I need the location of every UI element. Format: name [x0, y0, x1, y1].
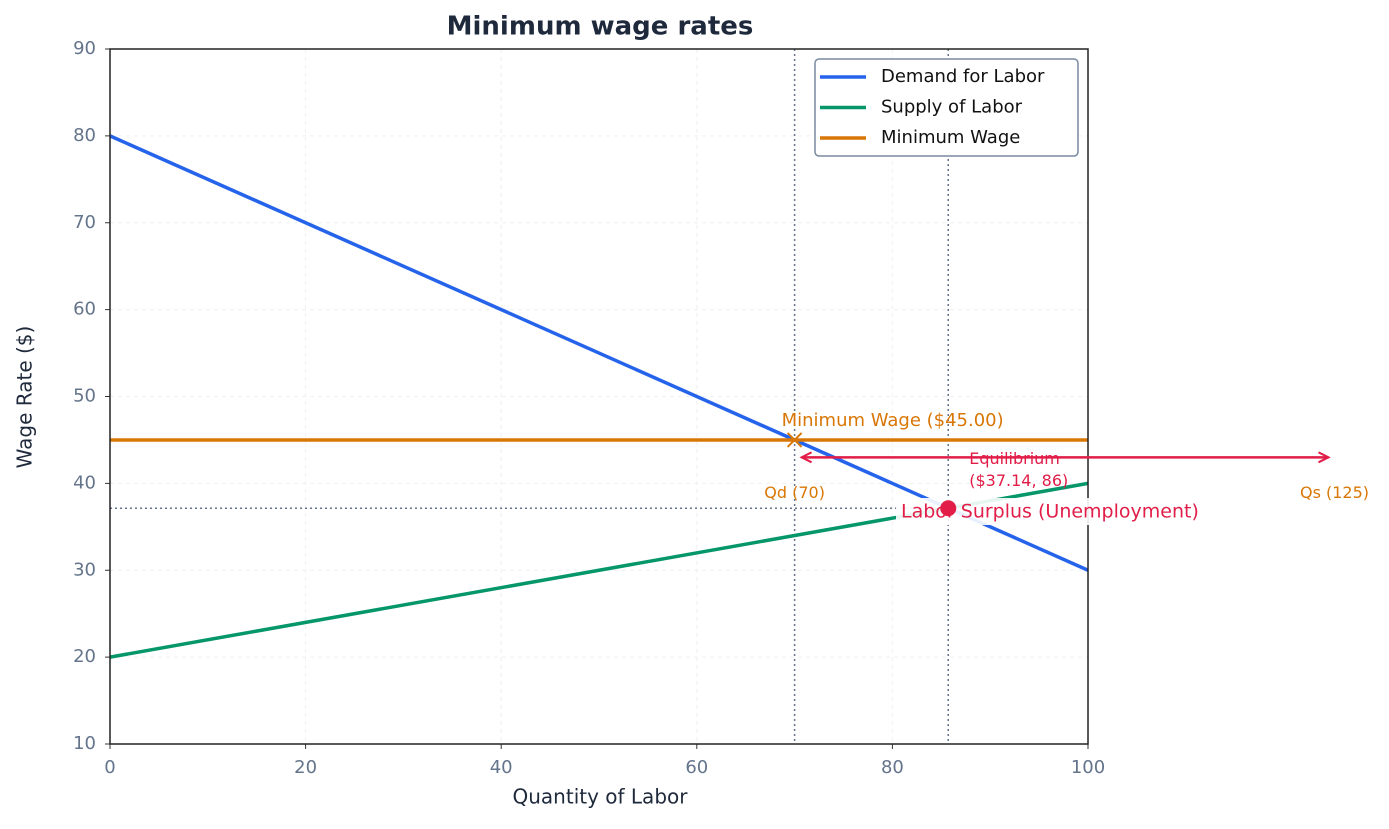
y-tick-label: 70 — [73, 212, 96, 233]
legend-label: Minimum Wage — [881, 127, 1020, 148]
annotation: Equilibrium — [969, 449, 1060, 468]
x-tick-label: 40 — [490, 757, 513, 778]
y-axis-label: Wage Rate ($) — [13, 326, 37, 469]
y-tick-label: 60 — [73, 299, 96, 320]
legend-label: Demand for Labor — [881, 66, 1045, 87]
y-tick-label: 40 — [73, 472, 96, 493]
x-tick-label: 20 — [294, 757, 317, 778]
annotation: ($37.14, 86) — [969, 471, 1068, 490]
y-tick-label: 10 — [73, 733, 96, 754]
y-tick-label: 20 — [73, 646, 96, 667]
legend-label: Supply of Labor — [881, 97, 1023, 118]
legend-box — [814, 58, 1079, 157]
x-tick-label: 0 — [104, 757, 115, 778]
annotation: Labor Surplus (Unemployment) — [901, 501, 1199, 523]
chart-title: Minimum wage rates — [447, 12, 754, 42]
y-tick-label: 90 — [73, 38, 96, 59]
equilibrium-point — [940, 500, 957, 517]
x-tick-label: 80 — [881, 757, 904, 778]
min-wage-marker — [786, 432, 803, 448]
x-axis-label: Quantity of Labor — [513, 785, 689, 809]
arrow-head — [799, 451, 1331, 464]
plot-frame — [109, 48, 1089, 745]
annotation: Qs (125) — [1300, 483, 1369, 502]
x-tick-label: 100 — [1071, 757, 1105, 778]
annotation: Minimum Wage ($45.00) — [782, 410, 1004, 431]
series-line — [109, 134, 1089, 572]
y-tick-label: 80 — [73, 125, 96, 146]
y-tick-label: 50 — [73, 386, 96, 407]
x-tick-label: 60 — [685, 757, 708, 778]
y-tick-label: 30 — [73, 559, 96, 580]
annotation: Qd (70) — [764, 483, 825, 502]
